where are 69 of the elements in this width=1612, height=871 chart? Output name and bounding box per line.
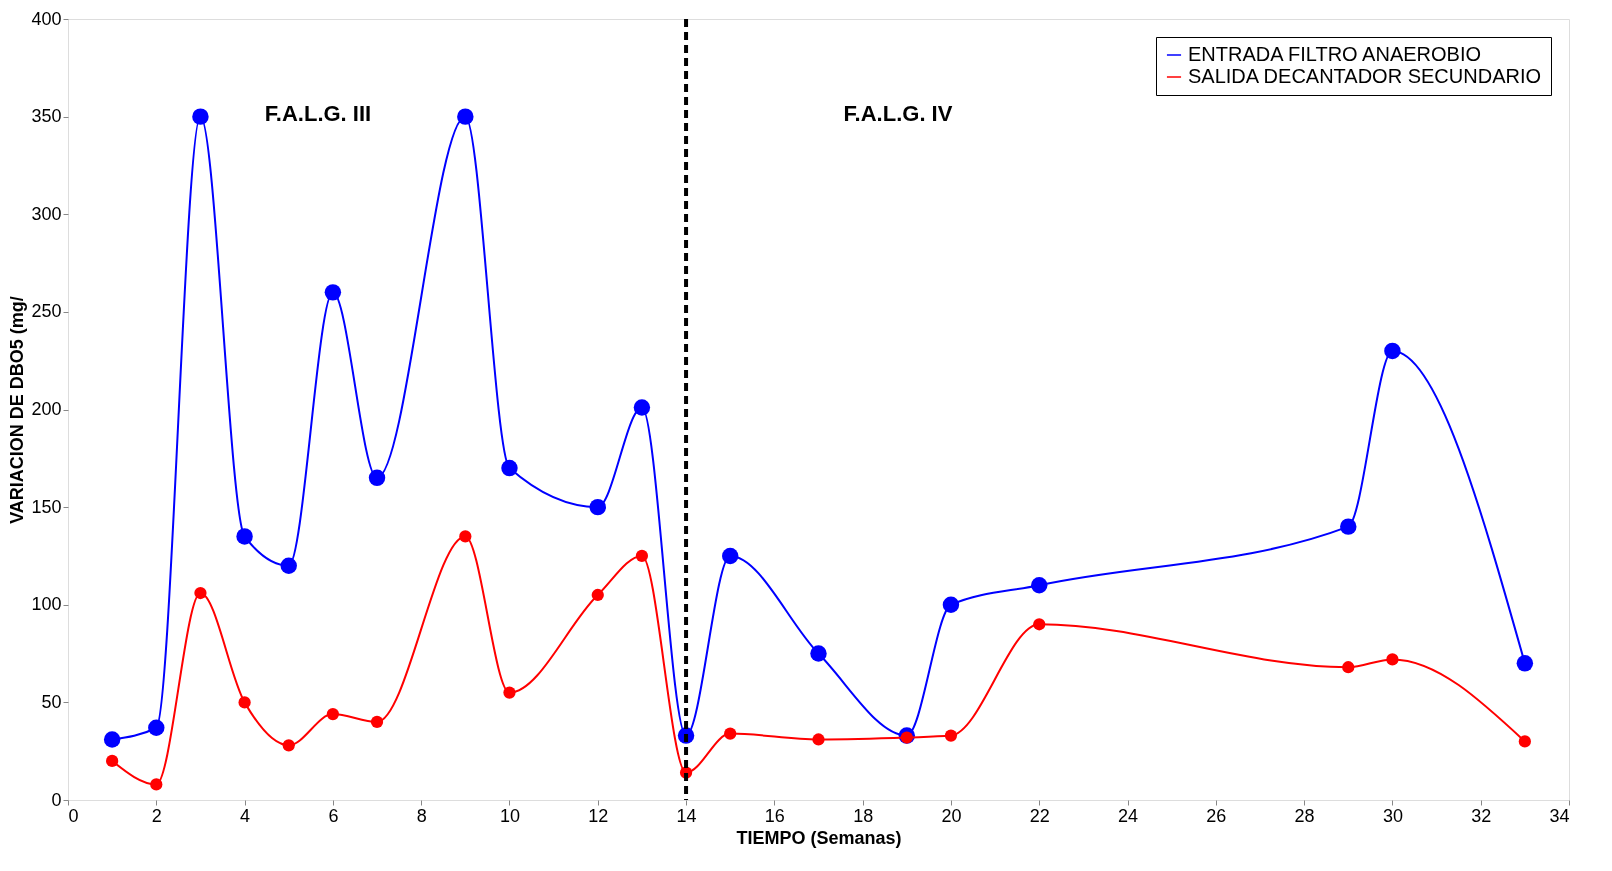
y-tick-label: 400 (31, 8, 62, 29)
x-tick-label: 12 (588, 805, 609, 826)
point (236, 528, 253, 545)
point (192, 108, 209, 125)
point (106, 754, 119, 768)
x-tick-label: 14 (676, 805, 697, 826)
point (589, 498, 606, 516)
x-tick-label: 24 (1118, 805, 1139, 826)
x-tick-label: 4 (240, 805, 251, 826)
x-tick-label: 10 (499, 805, 520, 826)
point (1340, 518, 1357, 535)
x-tick-label: 8 (416, 805, 427, 826)
point (944, 729, 958, 742)
x-tick-label: 20 (941, 805, 962, 826)
point (326, 707, 340, 721)
x-tick-label: 26 (1206, 805, 1227, 826)
point (721, 547, 739, 565)
point (148, 719, 165, 736)
point (457, 108, 474, 125)
point (1518, 735, 1531, 748)
point (633, 399, 651, 416)
point (1384, 342, 1401, 360)
point (368, 469, 386, 487)
y-tick-label: 200 (31, 399, 62, 419)
y-axis-title: VARIACION DE DBO5 (mg/ (7, 296, 28, 524)
point (150, 778, 163, 791)
x-tick-label: 18 (853, 805, 874, 826)
point (1386, 653, 1399, 666)
point (501, 459, 518, 477)
x-tick-label: 22 (1029, 805, 1050, 826)
annotation: F.A.L.G. III (264, 101, 372, 126)
point (503, 686, 516, 699)
legend-label: ENTRADA FILTRO ANAEROBIO (1188, 43, 1482, 65)
y-tick-label: 0 (51, 789, 62, 810)
point (103, 731, 121, 748)
y-tick-label: 350 (31, 106, 62, 127)
point (591, 588, 604, 602)
point (459, 530, 472, 543)
point (370, 715, 384, 729)
point (280, 557, 297, 574)
y-tick-label: 300 (31, 203, 62, 224)
y-tick-label: 150 (31, 496, 62, 517)
y-tick-label: 100 (31, 594, 62, 615)
annotation: F.A.L.G. IV (843, 101, 953, 126)
x-tick-label: 16 (764, 805, 785, 826)
point (942, 596, 960, 613)
point (324, 284, 342, 301)
x-tick-label: 28 (1294, 805, 1315, 826)
x-tick-label: 32 (1471, 805, 1492, 826)
point (635, 549, 649, 563)
point (810, 645, 827, 662)
point (724, 727, 737, 740)
x-axis-title: TIEMPO (Semanas) (736, 827, 902, 848)
x-tick-label: 6 (328, 805, 339, 826)
legend-label: SALIDA DECANTADOR SECUNDARIO (1188, 65, 1542, 87)
point (812, 733, 825, 746)
x-tick-label: 34 (1549, 805, 1570, 826)
x-tick-label: 2 (151, 805, 162, 826)
x-tick-label: 0 (68, 805, 79, 826)
point (238, 696, 251, 709)
point (282, 739, 295, 752)
y-tick-label: 250 (31, 301, 62, 322)
x-tick-label: 30 (1382, 805, 1403, 826)
point (194, 586, 207, 600)
point (1516, 655, 1534, 672)
point (1033, 618, 1046, 631)
point (1031, 577, 1048, 594)
y-tick-label: 50 (41, 691, 62, 712)
point (1342, 661, 1355, 674)
